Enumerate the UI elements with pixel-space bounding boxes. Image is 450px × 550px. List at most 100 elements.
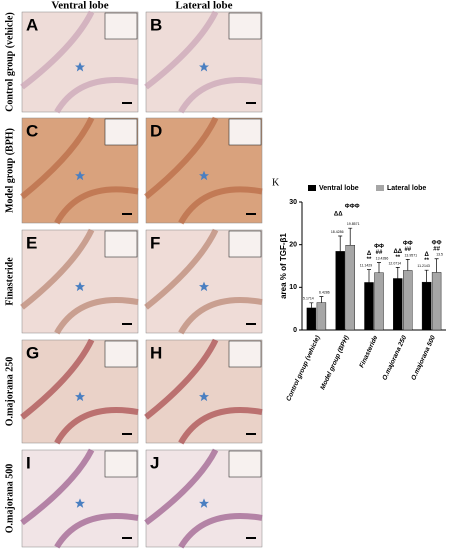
scale-bar bbox=[246, 537, 256, 539]
star bbox=[199, 281, 209, 292]
panel-letter: A bbox=[26, 15, 38, 34]
error-bar bbox=[424, 269, 429, 283]
inset bbox=[104, 340, 138, 368]
significance-mark: ΔΔ bbox=[334, 212, 343, 218]
star bbox=[75, 391, 85, 402]
tissue bbox=[144, 448, 263, 549]
row-label: O.majorana 500 bbox=[4, 464, 15, 533]
y-tick-label: 20 bbox=[289, 242, 297, 249]
star bbox=[199, 391, 209, 402]
significance-mark: ** bbox=[424, 258, 429, 264]
panel-letter: B bbox=[150, 15, 162, 34]
panel-letter: I bbox=[26, 453, 31, 472]
bar bbox=[306, 307, 317, 331]
scale-bar bbox=[246, 213, 256, 215]
bar bbox=[421, 281, 432, 331]
y-tick-label: 30 bbox=[289, 199, 297, 206]
star bbox=[199, 170, 209, 181]
panel-letter: G bbox=[26, 343, 39, 362]
bar bbox=[364, 282, 374, 331]
bar bbox=[316, 302, 327, 331]
scale-bar bbox=[122, 537, 132, 539]
error-bar bbox=[319, 296, 324, 303]
panel-letter: D bbox=[150, 121, 162, 140]
star bbox=[199, 62, 209, 72]
significance-mark: ## bbox=[404, 247, 411, 253]
error-bar bbox=[405, 259, 410, 271]
error-bar bbox=[348, 227, 353, 246]
scale-bar bbox=[122, 433, 132, 435]
tissue bbox=[20, 338, 139, 445]
value-label: 6.4286 bbox=[319, 291, 330, 295]
tissue bbox=[20, 116, 139, 225]
significance-mark: Δ bbox=[424, 252, 429, 258]
significance-mark: ** bbox=[395, 255, 400, 261]
inset bbox=[104, 118, 138, 146]
row-label: Control group (vehicle) bbox=[4, 12, 15, 112]
tissue bbox=[144, 10, 263, 114]
star bbox=[75, 498, 85, 508]
bar bbox=[335, 251, 345, 331]
row-label: O.majorana 250 bbox=[4, 357, 15, 426]
error-bar bbox=[367, 269, 371, 283]
panel-letter: C bbox=[26, 121, 38, 140]
value-label: 11.1429 bbox=[360, 264, 372, 268]
panel-label: K bbox=[272, 177, 280, 188]
legend-label: Ventral lobe bbox=[319, 185, 359, 192]
star bbox=[75, 281, 85, 292]
bar bbox=[374, 272, 384, 331]
tissue bbox=[20, 228, 139, 335]
column-header: Lateral lobe bbox=[175, 0, 232, 12]
panel-letter: F bbox=[150, 233, 160, 252]
tissue bbox=[20, 448, 139, 549]
inset bbox=[228, 340, 262, 368]
scale-bar bbox=[122, 102, 132, 104]
value-label: 19.8571 bbox=[347, 222, 360, 226]
significance-mark: ΔΔ bbox=[393, 249, 402, 255]
scale-bar bbox=[246, 433, 256, 435]
star bbox=[199, 498, 209, 508]
bar bbox=[403, 270, 413, 331]
y-tick-label: 10 bbox=[289, 284, 297, 291]
significance-mark: ## bbox=[433, 246, 440, 252]
panel-letter: J bbox=[150, 453, 159, 472]
row-label: Finasteride bbox=[4, 257, 15, 306]
value-label: 11.2143 bbox=[417, 264, 429, 268]
scale-bar bbox=[122, 323, 132, 325]
error-bar bbox=[377, 262, 381, 273]
error-bar bbox=[395, 267, 400, 279]
inset bbox=[228, 230, 262, 258]
inset bbox=[228, 450, 262, 478]
value-label: 13.5 bbox=[436, 253, 443, 257]
significance-mark: ΦΦ bbox=[403, 241, 413, 247]
legend-swatch bbox=[308, 185, 316, 191]
significance-mark: ## bbox=[376, 250, 383, 256]
bar bbox=[345, 245, 355, 331]
error-bar bbox=[309, 302, 314, 308]
significance-mark: ** bbox=[367, 257, 372, 263]
inset bbox=[104, 12, 138, 40]
y-tick-label: 0 bbox=[293, 327, 297, 334]
significance-mark: ΦΦΦ bbox=[345, 204, 360, 210]
panel-letter: H bbox=[150, 343, 162, 362]
x-tick-label: O.majorana 500 bbox=[410, 334, 437, 381]
x-tick-label: Model group (BPH) bbox=[319, 335, 350, 391]
inset bbox=[228, 12, 262, 40]
inset bbox=[104, 450, 138, 478]
bar bbox=[431, 272, 442, 331]
x-tick-label: Control group (vehicle) bbox=[285, 335, 322, 403]
significance-mark: ΦΦ bbox=[432, 240, 442, 246]
inset bbox=[228, 118, 262, 146]
inset bbox=[104, 230, 138, 258]
y-axis-label: area % of TGF-β1 bbox=[279, 233, 288, 299]
x-tick-label: O.majorana 250 bbox=[381, 334, 408, 381]
tissue bbox=[144, 338, 263, 445]
value-label: 12.0714 bbox=[388, 261, 401, 265]
row-label: Model group (BPH) bbox=[4, 128, 15, 213]
star bbox=[75, 62, 85, 72]
value-label: 5.1714 bbox=[303, 297, 314, 301]
panel-letter: E bbox=[26, 233, 37, 252]
significance-mark: Δ bbox=[367, 251, 372, 257]
star bbox=[75, 170, 85, 181]
